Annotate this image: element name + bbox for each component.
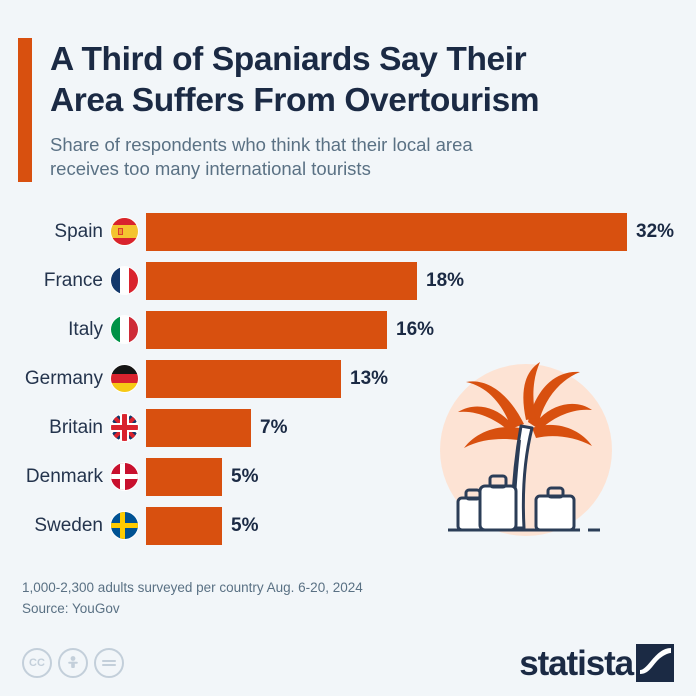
bar xyxy=(146,359,341,398)
row-label-italy: Italy xyxy=(0,316,146,343)
statista-wordmark: statista xyxy=(519,643,634,683)
page-subtitle: Share of respondents who think that thei… xyxy=(50,133,473,180)
bar-value-label: 13% xyxy=(350,367,389,389)
bar-value-label: 7% xyxy=(260,416,288,438)
bar xyxy=(146,261,417,300)
table-row: Sweden 5% xyxy=(0,501,696,550)
creative-commons-badges: CC xyxy=(22,648,124,678)
sweden-flag-icon xyxy=(111,512,138,539)
denmark-flag-icon xyxy=(111,463,138,490)
row-bar-germany: 13% xyxy=(146,354,696,403)
row-bar-france: 18% xyxy=(146,256,696,305)
header: A Third of Spaniards Say Their Area Suff… xyxy=(18,38,678,182)
row-bar-spain: 32% xyxy=(146,207,696,256)
header-text: A Third of Spaniards Say Their Area Suff… xyxy=(50,38,678,182)
footer-notes: 1,000-2,300 adults surveyed per country … xyxy=(22,578,363,620)
bar-value-label: 16% xyxy=(396,318,435,340)
survey-note: 1,000-2,300 adults surveyed per country … xyxy=(22,580,363,595)
row-bar-sweden: 5% xyxy=(146,501,696,550)
table-row: Denmark 5% xyxy=(0,452,696,501)
bottom-bar: CC statista xyxy=(0,630,696,696)
table-row: Germany 13% xyxy=(0,354,696,403)
bar-value-label: 32% xyxy=(636,220,675,242)
country-label: Sweden xyxy=(34,514,103,536)
bar-value-label: 18% xyxy=(426,269,465,291)
statista-z-mark-icon xyxy=(636,644,674,682)
table-row: Britain 7% xyxy=(0,403,696,452)
bar xyxy=(146,408,251,447)
row-bar-britain: 7% xyxy=(146,403,696,452)
bar xyxy=(146,310,387,349)
page-title: A Third of Spaniards Say Their Area Suff… xyxy=(50,41,540,119)
row-label-denmark: Denmark xyxy=(0,463,146,490)
spain-flag-icon xyxy=(111,218,138,245)
row-bar-denmark: 5% xyxy=(146,452,696,501)
table-row: Italy 16% xyxy=(0,305,696,354)
row-label-spain: Spain xyxy=(0,218,146,245)
country-label: Spain xyxy=(54,220,103,242)
country-label: Denmark xyxy=(25,465,103,487)
country-label: Germany xyxy=(24,367,103,389)
cc-nd-equals-icon[interactable] xyxy=(94,648,124,678)
country-label: Britain xyxy=(49,416,103,438)
britain-flag-icon xyxy=(111,414,138,441)
cc-icon[interactable]: CC xyxy=(22,648,52,678)
france-flag-icon xyxy=(111,267,138,294)
source-note: Source: YouGov xyxy=(22,600,120,616)
row-label-britain: Britain xyxy=(0,414,146,441)
row-label-germany: Germany xyxy=(0,365,146,392)
germany-flag-icon xyxy=(111,365,138,392)
bar xyxy=(146,212,627,251)
row-bar-italy: 16% xyxy=(146,305,696,354)
bar-chart: Spain 32% France xyxy=(0,207,696,550)
bar xyxy=(146,457,222,496)
table-row: France 18% xyxy=(0,256,696,305)
country-label: France xyxy=(43,269,103,291)
bar-value-label: 5% xyxy=(231,465,259,487)
row-label-sweden: Sweden xyxy=(0,512,146,539)
statista-logo[interactable]: statista xyxy=(519,644,674,682)
italy-flag-icon xyxy=(111,316,138,343)
accent-bar xyxy=(18,38,32,182)
table-row: Spain 32% xyxy=(0,207,696,256)
bar-value-label: 5% xyxy=(231,514,259,536)
bar xyxy=(146,506,222,545)
country-label: Italy xyxy=(68,318,103,340)
row-label-france: France xyxy=(0,267,146,294)
cc-by-person-icon[interactable] xyxy=(58,648,88,678)
